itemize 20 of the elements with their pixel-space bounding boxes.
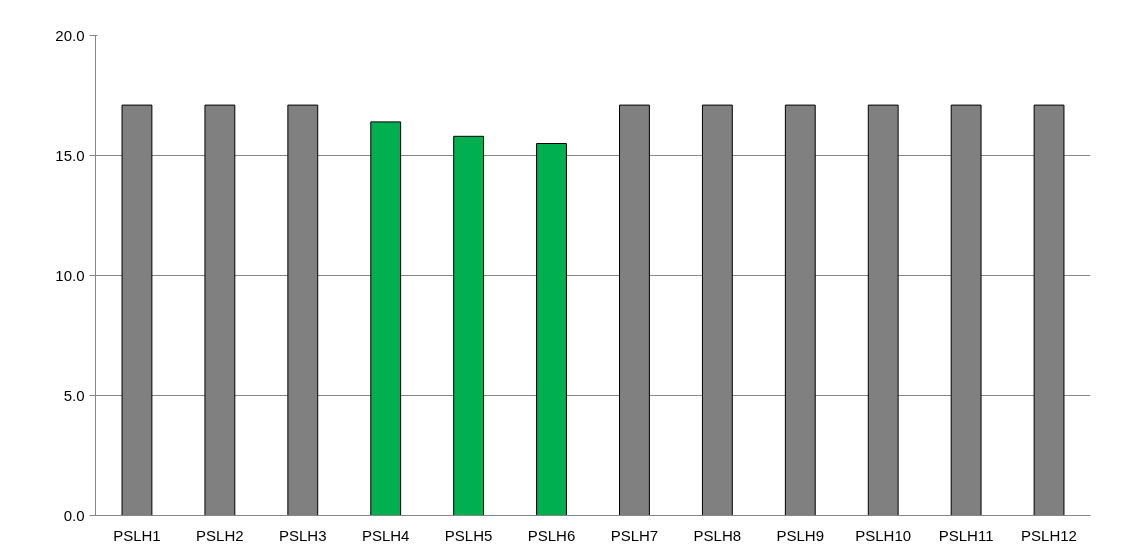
x-tick-label: PSLH8 xyxy=(693,526,742,544)
x-tick-label: PSLH1 xyxy=(113,526,161,544)
x-tick-label: PSLH10 xyxy=(855,526,912,544)
bar xyxy=(453,135,485,516)
x-tick-label: PSLH9 xyxy=(776,526,825,544)
x-tick-label: PSLH11 xyxy=(938,526,994,544)
y-tick-label: 5.0 xyxy=(63,386,85,404)
y-tick-label: 0.0 xyxy=(63,506,85,524)
bar xyxy=(536,143,567,516)
x-tick-label: PSLH7 xyxy=(610,526,659,544)
bar xyxy=(370,121,402,516)
x-tick-label: PSLH5 xyxy=(444,526,493,544)
x-tick-label: PSLH12 xyxy=(1021,526,1077,544)
x-tick-label: PSLH3 xyxy=(279,526,327,544)
y-tick-label: 20.0 xyxy=(55,26,85,44)
x-tick-label: PSLH2 xyxy=(196,526,244,544)
y-tick-label: 10.0 xyxy=(55,266,85,284)
y-tick-label: 15.0 xyxy=(55,146,85,164)
x-tick-label: PSLH6 xyxy=(527,526,576,544)
x-tick-label: PSLH4 xyxy=(361,526,410,544)
